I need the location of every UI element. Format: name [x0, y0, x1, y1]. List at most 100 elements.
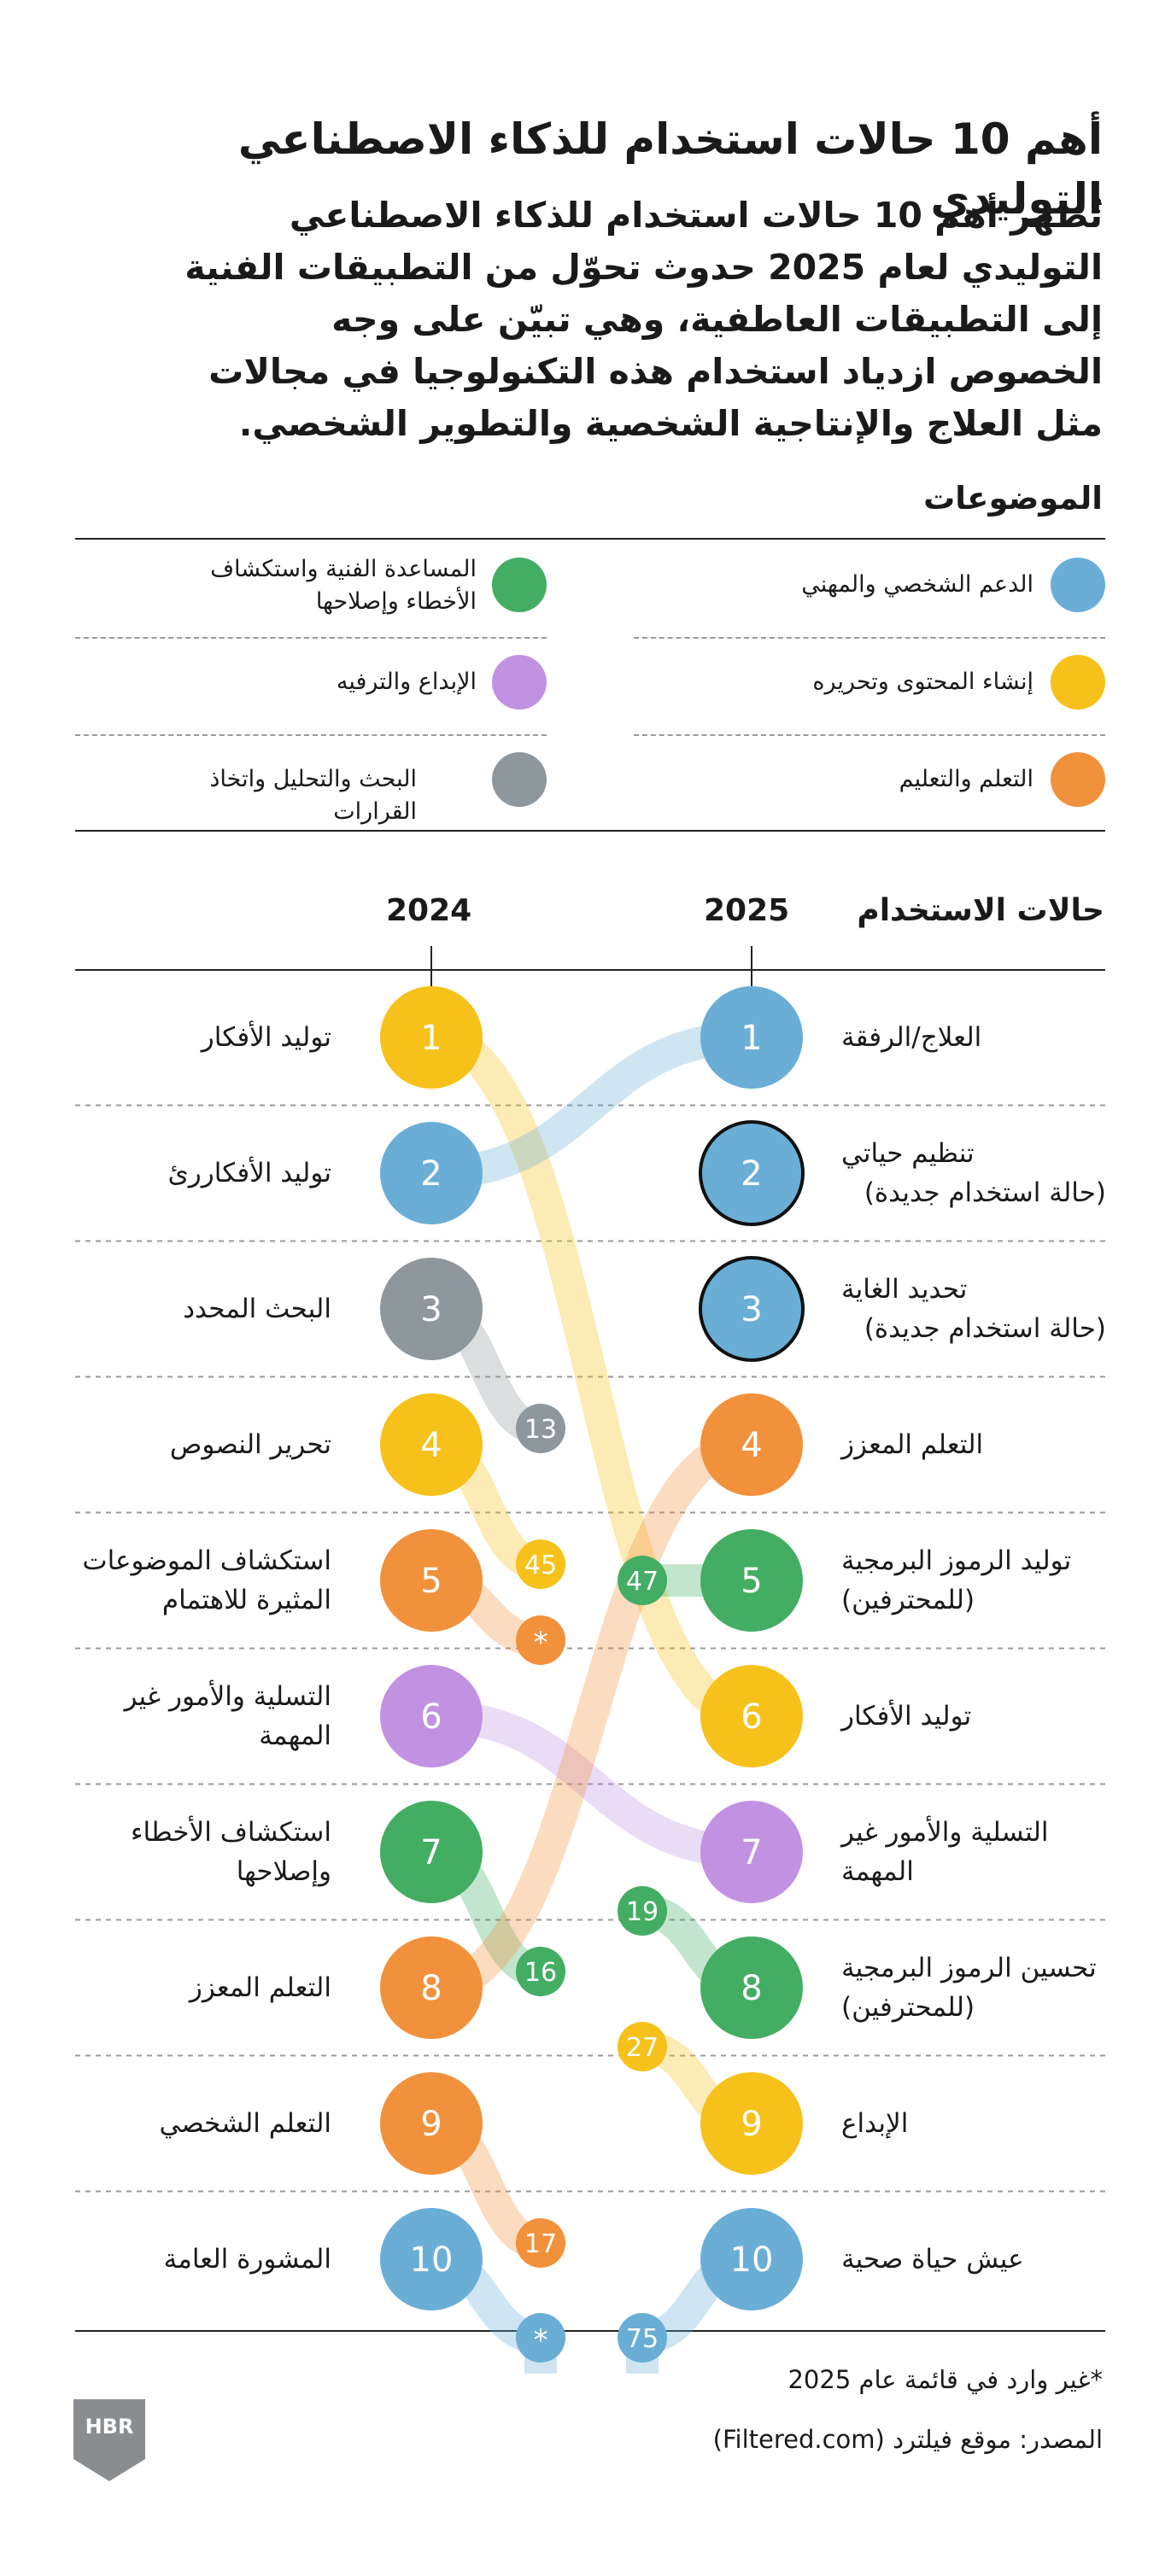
label-2024-row: استكشاف الموضوعات المثيرة للاهتمام — [75, 1541, 331, 1620]
legend-top-rule — [75, 538, 1105, 540]
legend-swatch-tech — [492, 558, 547, 612]
label-2025-row: التسلية والأمور غير المهمة — [841, 1813, 1106, 1891]
rank-2025-circle-7 — [700, 1801, 803, 1903]
rank-2025-circle-2-label: 2 — [741, 1154, 762, 1194]
rank-2024-marker-9 — [618, 2022, 667, 2071]
rank-2025-marker-5-label: * — [534, 1626, 548, 1660]
flow-band-1 — [415, 1021, 768, 1732]
rank-2024-marker-10-label: 75 — [626, 2324, 659, 2354]
use-case-label-2024: المشورة العامة — [163, 2244, 331, 2275]
rank-2024-circle-2-label: 2 — [420, 1154, 442, 1194]
rank-2024-circle-3 — [380, 1258, 483, 1360]
legend-label-content: إنشاء المحتوى وتحريره — [812, 669, 1033, 695]
rank-2025-circle-8-label: 8 — [741, 1969, 762, 2008]
use-case-label-2025: تنظيم حياتي — [841, 1138, 975, 1169]
footnote: *غير وارد في قائمة عام 2025 — [787, 2365, 1103, 2394]
label-2025-row: توليد الأفكار — [841, 1697, 1106, 1736]
label-2025-row: تحسين الرموز البرمجية (للمحترفين) — [841, 1948, 1106, 2027]
rank-2025-circle-7-label: 7 — [741, 1833, 762, 1872]
legend-title: الموضوعات — [923, 480, 1103, 517]
legend-divider — [634, 734, 1105, 736]
label-2025-row: العلاج/الرفقة — [841, 1018, 1106, 1057]
use-case-label-2024: التسلية والأمور غير المهمة — [124, 1681, 331, 1751]
rank-2025-marker-7-label: 16 — [524, 1958, 557, 1988]
rank-2024-circle-2 — [380, 1122, 483, 1224]
flow-band-6 — [415, 1700, 768, 1868]
column-header-2024: 2024 — [386, 893, 472, 928]
rank-2025-circle-4 — [700, 1393, 803, 1496]
rank-2025-circle-8 — [700, 1936, 803, 2039]
rank-2025-marker-10 — [516, 2313, 565, 2363]
label-2025-row: تنظيم حياتي (حالة استخدام جديدة) — [841, 1134, 1106, 1212]
flow-band-8 — [415, 1428, 768, 2004]
rank-2025-circle-3 — [699, 1256, 805, 1362]
label-2024-row: التسلية والأمور غير المهمة — [75, 1677, 331, 1755]
rank-2024-circle-8 — [380, 1936, 483, 2039]
legend-label-tech: المساعدة الفنية واستكشاف الأخطاء وإصلاحه… — [210, 556, 477, 615]
legend-swatch-support — [1051, 558, 1105, 612]
label-2024-row: التعلم المعزز — [190, 1968, 331, 2007]
label-2025-row: التعلم المعزز — [841, 1425, 1106, 1464]
use-case-label-2025: تحديد الغاية — [841, 1274, 968, 1305]
rank-2025-marker-3-label: 13 — [524, 1415, 557, 1445]
legend-swatch-content — [1051, 655, 1105, 710]
use-case-label-2025: العلاج/الرفقة — [841, 1022, 982, 1053]
legend-label-learning: التعلم والتعليم — [899, 766, 1033, 792]
legend-label-creative: الإبداع والترفيه — [336, 669, 477, 695]
rank-2025-circle-6-label: 6 — [741, 1697, 762, 1737]
column-header-2025: 2025 — [704, 893, 790, 928]
new-use-case-note: (حالة استخدام جديدة) — [864, 1177, 1106, 1208]
use-case-label-2025: توليد الأفكار — [841, 1701, 972, 1732]
use-case-label-2025: الإبداع — [841, 2108, 909, 2139]
label-2024-row: البحث المحدد — [183, 1289, 331, 1329]
rank-2025-circle-6 — [700, 1665, 803, 1767]
rank-2025-circle-1-label: 1 — [741, 1019, 762, 1058]
rank-2025-marker-9 — [516, 2218, 565, 2268]
label-2025-row: الإبداع — [841, 2104, 1106, 2143]
rank-2024-marker-8-label: 19 — [626, 1897, 659, 1927]
page-title: أهم 10 حالات استخدام للذكاء الاصطناعي ال… — [237, 114, 1103, 224]
label-2024-row: تحرير النصوص — [170, 1425, 331, 1464]
rank-2024-circle-6 — [380, 1665, 483, 1767]
rank-2025-circle-3-label: 3 — [741, 1290, 762, 1329]
label-2025-row: توليد الرموز البرمجية (للمحترفين) — [841, 1541, 1106, 1620]
use-case-label-2024: استكشاف الموضوعات المثيرة للاهتمام — [82, 1545, 331, 1615]
rank-2024-circle-1 — [380, 986, 483, 1089]
new-use-case-note: (حالة استخدام جديدة) — [864, 1313, 1106, 1344]
use-case-label-2025: التسلية والأمور غير المهمة — [841, 1817, 1049, 1887]
rank-2025-marker-9-label: 17 — [524, 2229, 557, 2259]
legend-divider — [75, 734, 547, 736]
rank-2024-marker-8 — [618, 1886, 667, 1936]
use-case-label-2025: توليد الرموز البرمجية (للمحترفين) — [841, 1545, 1072, 1615]
rank-2024-circle-9-label: 9 — [420, 2105, 442, 2144]
use-case-label-2024: البحث المحدد — [183, 1294, 331, 1324]
rank-2024-circle-4 — [380, 1393, 483, 1496]
rank-2025-circle-5-label: 5 — [741, 1562, 762, 1601]
legend-label-support: الدعم الشخصي والمهني — [801, 571, 1033, 598]
rank-2025-circle-4-label: 4 — [741, 1426, 762, 1465]
rank-2024-circle-5 — [380, 1529, 483, 1632]
rank-2025-circle-10-label: 10 — [730, 2240, 774, 2280]
label-2024-row: توليد الأفكاررئ — [168, 1154, 331, 1193]
rank-2024-marker-9-label: 27 — [626, 2033, 659, 2063]
legend-divider — [634, 637, 1105, 639]
rank-2025-marker-3 — [516, 1404, 565, 1453]
use-case-label-2024: توليد الأفكاررئ — [167, 1158, 331, 1189]
flow-band-2 — [415, 1021, 768, 1189]
rank-2025-circle-9-label: 9 — [741, 2105, 762, 2144]
rank-2024-circle-5-label: 5 — [420, 1562, 442, 1601]
label-2024-row: التعلم الشخصي — [159, 2104, 331, 2143]
rank-2024-circle-4-label: 4 — [420, 1426, 442, 1465]
label-2024-row: توليد الأفكار — [202, 1018, 331, 1057]
legend-divider — [75, 637, 547, 639]
rank-2025-circle-5 — [700, 1529, 803, 1632]
rank-2024-marker-5 — [618, 1556, 667, 1605]
column-header-use-cases: حالات الاستخدام — [857, 893, 1104, 928]
label-2024-row: المشورة العامة — [164, 2240, 331, 2279]
use-case-label-2024: تحرير النصوص — [169, 1429, 331, 1460]
rank-2024-circle-6-label: 6 — [420, 1697, 442, 1737]
rank-2024-circle-8-label: 8 — [420, 1969, 442, 2008]
rank-2025-marker-5 — [516, 1615, 565, 1665]
use-case-label-2025: تحسين الرموز البرمجية (للمحترفين) — [841, 1953, 1097, 2023]
use-case-label-2024: توليد الأفكار — [201, 1022, 331, 1053]
